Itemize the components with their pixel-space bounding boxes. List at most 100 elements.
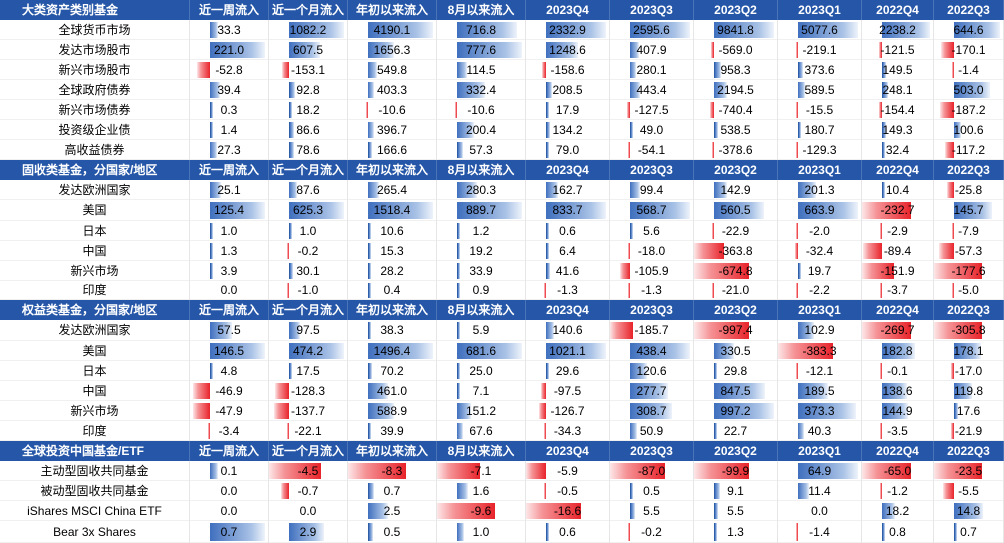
cell-value: 0.0 xyxy=(220,504,238,518)
cell-value: -219.1 xyxy=(802,43,837,57)
value-cell: -0.1 xyxy=(862,361,934,381)
cell-value: -569.0 xyxy=(718,43,753,57)
value-cell: 144.9 xyxy=(862,401,934,421)
cell-value: 149.5 xyxy=(882,63,913,77)
value-cell: 208.5 xyxy=(526,80,610,100)
positive-data-bar xyxy=(630,503,635,519)
section-header: 大类资产类别基金 近一周流入 近一个月流入 年初以来流入 8月以来流入 2023Q4 202… xyxy=(0,0,1004,20)
positive-data-bar xyxy=(714,483,721,499)
positive-data-bar xyxy=(630,182,641,198)
positive-data-bar xyxy=(546,363,549,379)
value-cell: 461.0 xyxy=(348,381,437,401)
cell-value: 0.7 xyxy=(383,484,401,498)
positive-data-bar xyxy=(630,82,641,98)
cell-value: -2.9 xyxy=(887,224,908,238)
cell-value: 0.4 xyxy=(383,283,401,297)
column-header: 8月以来流入 xyxy=(437,0,526,20)
value-cell: 503.0 xyxy=(934,80,1004,100)
value-cell: 407.9 xyxy=(610,40,694,60)
positive-data-bar xyxy=(210,263,213,279)
value-cell: 681.6 xyxy=(437,341,526,361)
value-cell: 1.3 xyxy=(190,241,269,261)
cell-value: 221.0 xyxy=(213,43,245,57)
column-header: 2022Q4 xyxy=(862,0,934,20)
positive-data-bar xyxy=(630,483,633,499)
value-cell: 1.0 xyxy=(269,221,348,241)
positive-data-bar xyxy=(210,82,220,98)
cell-value: 134.2 xyxy=(552,123,583,137)
cell-value: 57.3 xyxy=(469,143,493,157)
row-label: 全球政府债券 xyxy=(0,80,190,100)
positive-data-bar xyxy=(289,182,297,198)
cell-value: -7.1 xyxy=(470,464,492,478)
value-cell: 438.4 xyxy=(610,341,694,361)
table-row: 全球货币市场 33.3 1082.2 4190.1 716.8 2332.9 2595.6 9… xyxy=(0,20,1004,40)
value-cell: -674.8 xyxy=(694,261,778,281)
cell-value: 162.7 xyxy=(552,183,583,197)
value-cell: 6.4 xyxy=(526,241,610,261)
cell-value: 29.8 xyxy=(723,364,748,378)
cell-value: 39.9 xyxy=(380,424,404,438)
positive-data-bar xyxy=(630,202,690,219)
table-row: 全球政府债券 39.4 92.8 403.3 332.4 208.5 443.4 2194.5… xyxy=(0,80,1004,100)
value-cell: 330.5 xyxy=(694,341,778,361)
column-header: 2022Q3 xyxy=(934,0,1004,20)
column-header: 近一个月流入 xyxy=(269,160,348,180)
negative-data-bar xyxy=(880,423,882,439)
cell-value: -9.6 xyxy=(470,504,492,518)
positive-data-bar xyxy=(714,82,728,98)
value-cell: 2.9 xyxy=(269,521,348,543)
cell-value: -21.0 xyxy=(721,283,750,297)
value-cell: 1656.3 xyxy=(348,40,437,60)
table-row: 新兴市场 -47.9 -137.7 588.9 151.2 -126.7 308.7 997.… xyxy=(0,401,1004,421)
value-cell: -2.2 xyxy=(778,281,862,300)
positive-data-bar xyxy=(457,383,460,399)
positive-data-bar xyxy=(289,523,325,541)
negative-data-bar xyxy=(610,463,666,479)
table-row: 新兴市场债券 0.3 18.2 -10.6 -10.6 17.9 -127.5 -740.4 -… xyxy=(0,100,1004,120)
positive-data-bar xyxy=(714,22,774,38)
negative-data-bar xyxy=(952,283,954,298)
value-cell: -154.4 xyxy=(862,100,934,120)
column-header: 2023Q4 xyxy=(526,0,610,20)
value-cell: 0.7 xyxy=(348,481,437,501)
row-label: 高收益债券 xyxy=(0,140,190,160)
value-cell: 0.0 xyxy=(190,281,269,300)
negative-data-bar xyxy=(348,463,406,479)
row-label: 主动型固收共同基金 xyxy=(0,461,190,481)
column-header: 2023Q3 xyxy=(610,0,694,20)
negative-data-bar xyxy=(862,202,911,219)
value-cell: -12.1 xyxy=(778,361,862,381)
negative-data-bar xyxy=(539,403,546,419)
negative-data-bar xyxy=(796,363,798,379)
table-row: 美国 146.5 474.2 1496.4 681.6 1021.1 438.4 330.5 -… xyxy=(0,341,1004,361)
value-cell: 0.6 xyxy=(526,521,610,543)
cell-value: 1.0 xyxy=(472,525,490,539)
row-label: 发达欧洲国家 xyxy=(0,320,190,341)
cell-value: 79.0 xyxy=(555,143,580,157)
positive-data-bar xyxy=(798,263,801,279)
positive-data-bar xyxy=(546,202,606,219)
column-header: 2023Q2 xyxy=(694,0,778,20)
negative-data-bar xyxy=(795,243,798,259)
value-cell: 0.5 xyxy=(610,481,694,501)
cell-value: -65.0 xyxy=(883,464,912,478)
cell-value: 1.3 xyxy=(727,525,744,539)
table-row: Bear 3x Shares 0.7 2.9 0.5 1.0 0.6 -0.2 1.3 -1.4… xyxy=(0,521,1004,543)
value-cell: 102.9 xyxy=(778,320,862,341)
negative-data-bar xyxy=(540,383,546,399)
value-cell: -1.4 xyxy=(778,521,862,543)
positive-data-bar xyxy=(882,82,889,98)
negative-data-bar xyxy=(942,483,954,499)
cell-value: 189.5 xyxy=(804,384,835,398)
value-cell: -363.8 xyxy=(694,241,778,261)
cell-value: -99.9 xyxy=(721,464,750,478)
positive-data-bar xyxy=(714,383,765,399)
cell-value: 889.7 xyxy=(465,203,497,217)
value-cell: -1.3 xyxy=(526,281,610,300)
positive-data-bar xyxy=(457,322,460,339)
positive-data-bar xyxy=(210,343,265,359)
value-cell: 5.5 xyxy=(694,501,778,521)
column-header: 2023Q1 xyxy=(778,160,862,180)
value-cell: 0.8 xyxy=(862,521,934,543)
